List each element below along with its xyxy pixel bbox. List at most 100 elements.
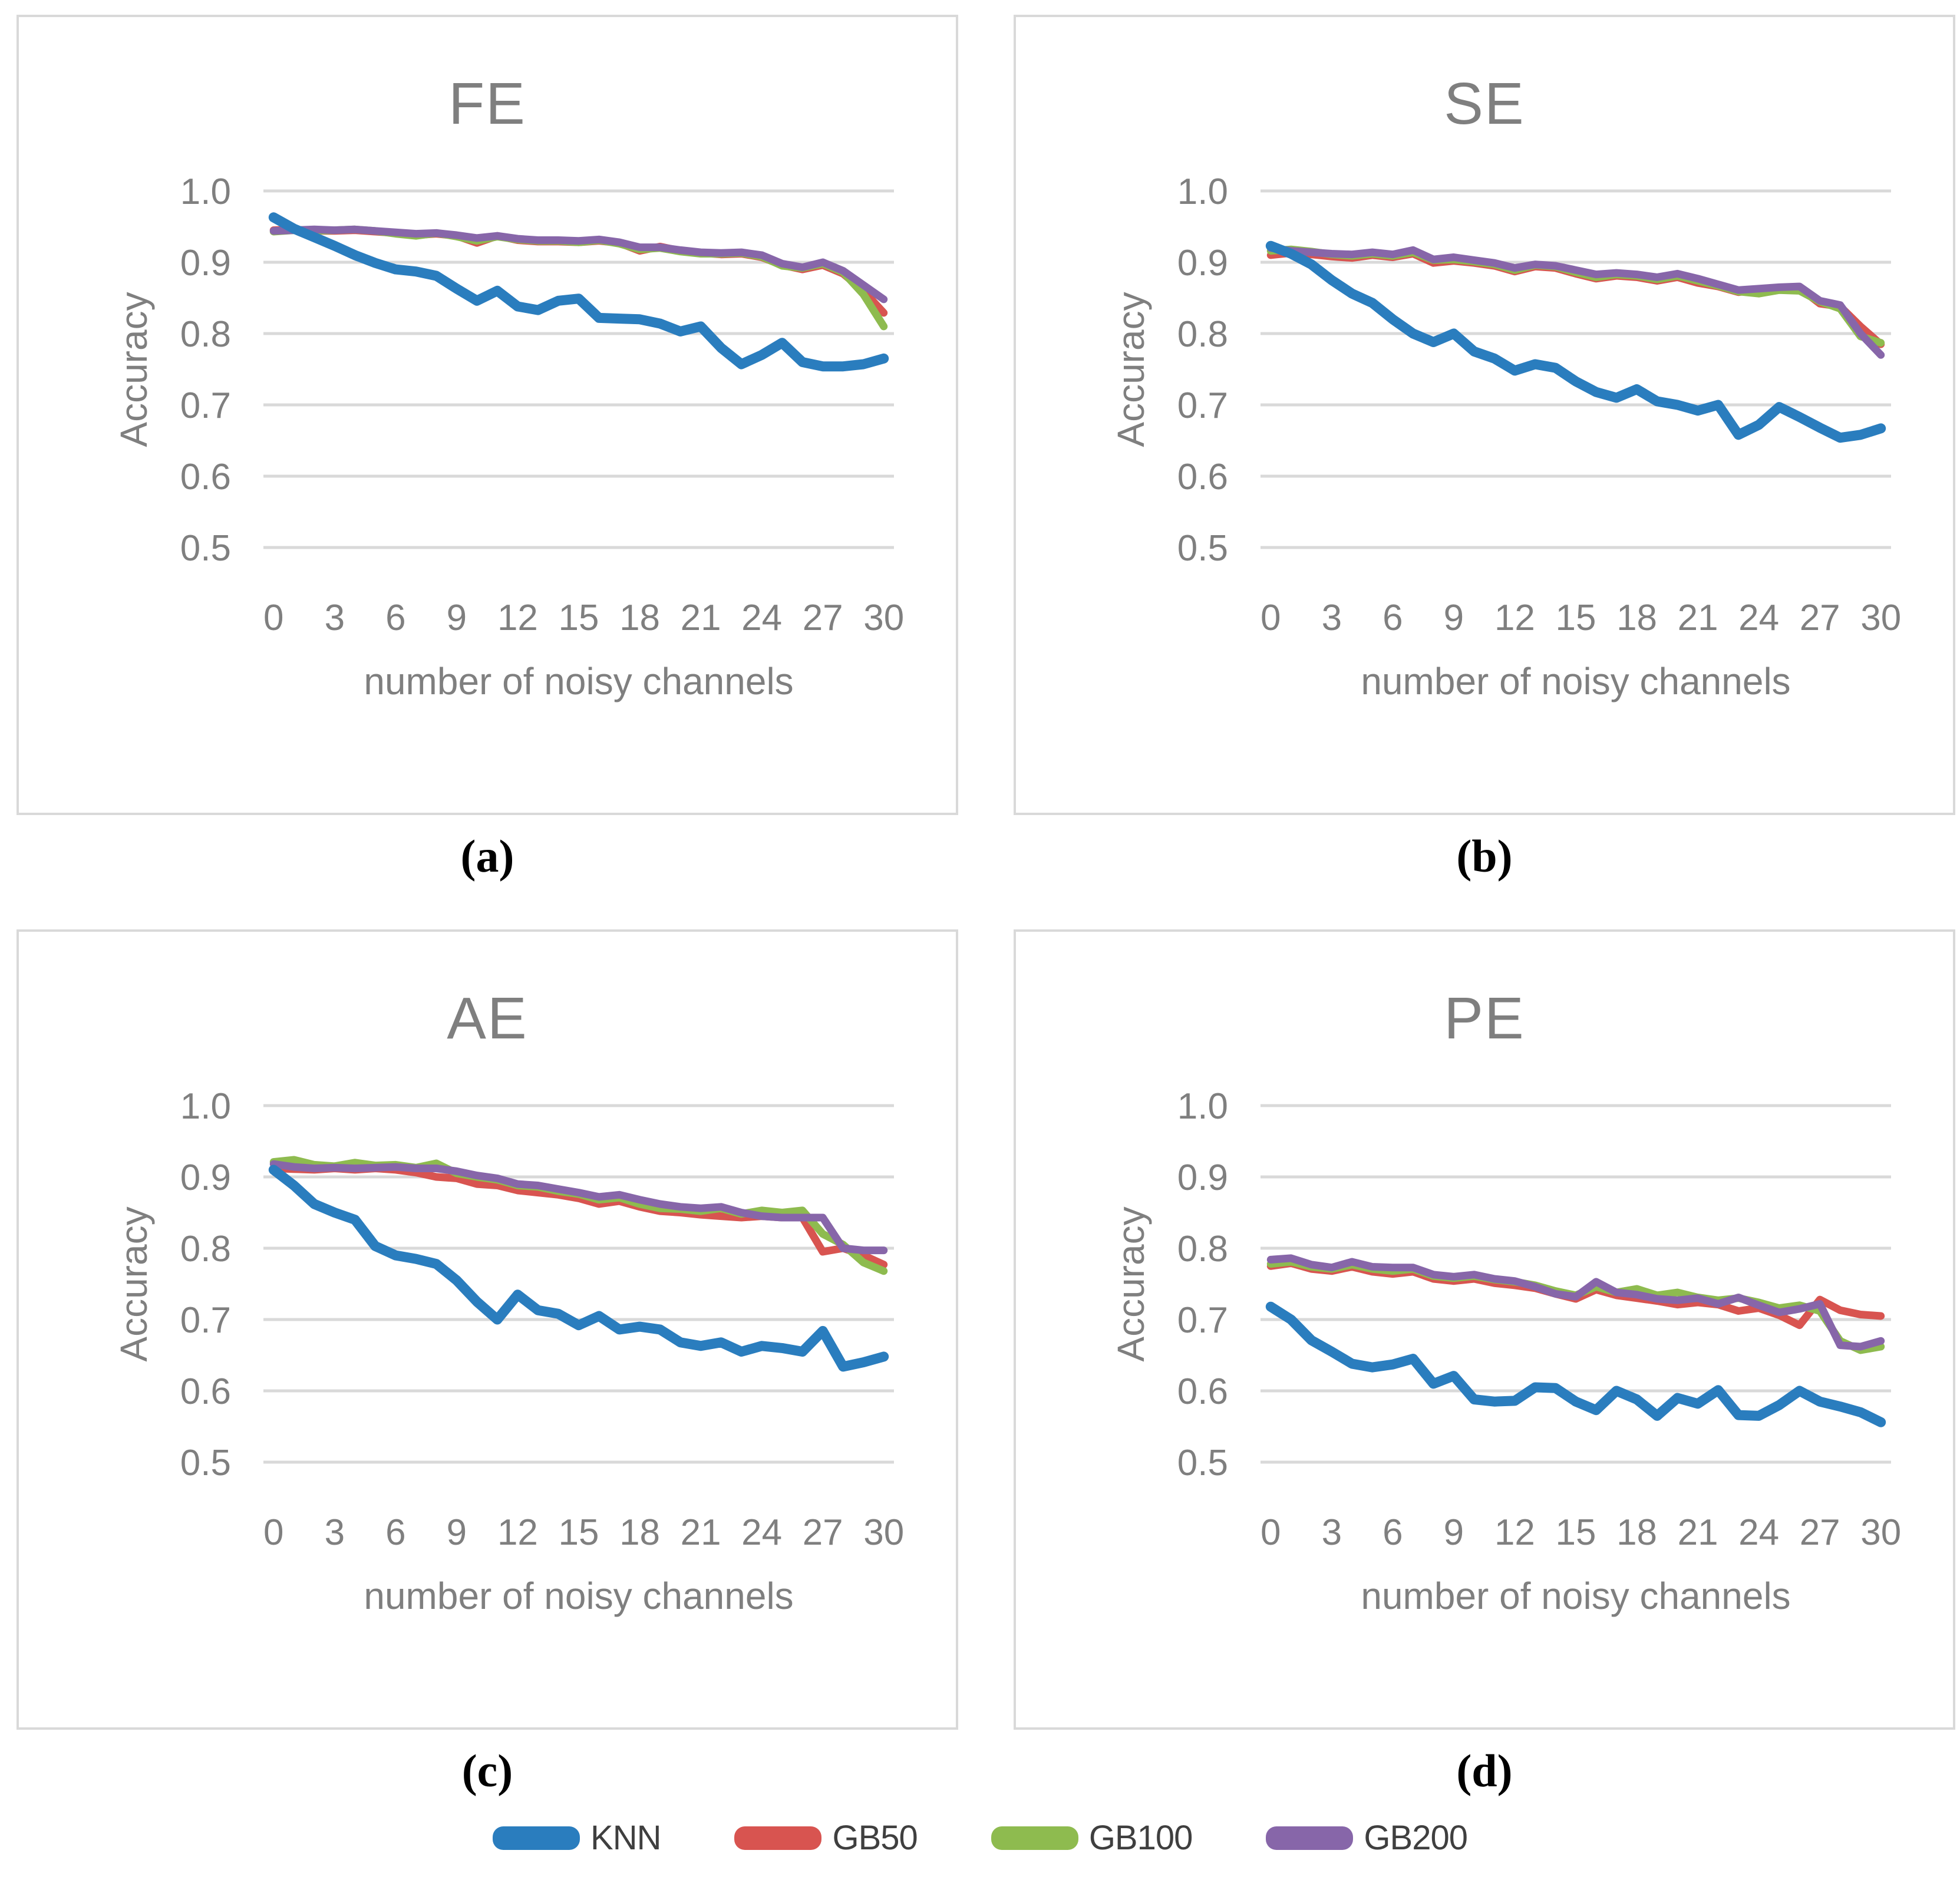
- x-tick-label: 9: [447, 598, 467, 638]
- x-tick-label: 21: [681, 1512, 721, 1553]
- x-tick-label: 24: [741, 1512, 782, 1553]
- panel-se: SE Accuracy 1.0 0.9 0.8 0.7 0.6 0.5 0 3 6 9 12 15 18…: [1014, 15, 1955, 815]
- y-tick-label: 1.0: [1177, 1086, 1228, 1127]
- x-tick-label: 18: [1616, 598, 1657, 638]
- y-tick-label: 0.9: [1177, 243, 1228, 283]
- x-tick-label: 24: [1738, 1512, 1779, 1553]
- x-axis-title: number of noisy channels: [364, 660, 794, 702]
- series-line-gb200: [269, 225, 888, 304]
- legend-item-gb50: GB50: [734, 1818, 918, 1858]
- gb100-line-swatch-icon: [991, 1826, 1078, 1850]
- y-tick-label: 0.8: [180, 1229, 231, 1269]
- x-tick-label: 21: [1678, 1512, 1718, 1553]
- x-tick-label: 21: [681, 598, 721, 638]
- series-line-gb200: [1266, 1254, 1885, 1351]
- x-tick-label: 27: [1800, 1512, 1840, 1553]
- x-tick-label: 15: [559, 1512, 599, 1553]
- x-tick-label: 15: [559, 598, 599, 638]
- chart-title: PE: [1444, 985, 1525, 1051]
- plot-area: 1.00.90.80.70.60.50 3 6 9 12 15 18 21 24 27 30: [180, 1086, 904, 1553]
- x-tick-label: 12: [497, 598, 538, 638]
- series-line-gb100: [1266, 1258, 1885, 1354]
- panel-pe: PE Accuracy 1.0 0.9 0.8 0.7 0.6 0.5 0 3 6 9 12 15 18…: [1014, 929, 1955, 1730]
- legend-label: GB100: [1088, 1819, 1193, 1857]
- y-tick-label: 0.6: [180, 457, 231, 497]
- legend-item-knn: KNN: [493, 1818, 661, 1858]
- x-tick-label: 0: [1261, 1512, 1281, 1553]
- x-axis-title: number of noisy channels: [364, 1575, 794, 1617]
- x-tick-label: 24: [1738, 598, 1779, 638]
- x-tick-label: 27: [803, 598, 843, 638]
- series-line-knn: [1265, 240, 1886, 443]
- y-tick-label: 0.8: [1177, 1229, 1228, 1269]
- plot-area: 1.0 0.9 0.8 0.7 0.6 0.5 0 3 6 9 12 15 18 21 24 27 30: [1177, 1086, 1901, 1553]
- x-tick-label: 3: [1322, 1512, 1342, 1553]
- gb200-line-swatch-icon: [1266, 1826, 1354, 1850]
- y-tick-label: 0.5: [180, 528, 231, 569]
- y-tick-label: 0.7: [180, 1300, 231, 1341]
- y-tick-label: 0.9: [180, 243, 231, 283]
- y-tick-label: 0.7: [180, 385, 231, 426]
- x-tick-label: 15: [1556, 1512, 1596, 1553]
- x-tick-label: 27: [1800, 598, 1840, 638]
- caption-b: (b): [1456, 830, 1513, 882]
- series-line-knn: [1265, 1301, 1886, 1427]
- x-tick-label: 30: [1860, 598, 1901, 638]
- plot-area: 1.00.90.80.70.60.50 3 6 9 12 15 18 21 24 27 30: [180, 171, 904, 638]
- y-tick-label: 0.7: [1177, 1300, 1228, 1341]
- y-tick-label: 0.5: [1177, 528, 1228, 569]
- gb50-line-swatch-icon: [734, 1826, 822, 1850]
- x-tick-label: 3: [325, 598, 345, 638]
- x-tick-label: 9: [1444, 1512, 1464, 1553]
- y-tick-label: 0.5: [1177, 1443, 1228, 1483]
- y-tick-label: 0.9: [1177, 1157, 1228, 1198]
- series-line-knn: [268, 212, 889, 372]
- y-tick-label: 0.7: [1177, 385, 1228, 426]
- panel-ae: AE Accuracy 1.0 0.9 0.8 0.7 0.6 0.5 0 3 6 9 12 15 18…: [17, 929, 958, 1730]
- x-axis-title: number of noisy channels: [1361, 660, 1791, 702]
- x-tick-label: 0: [1261, 598, 1281, 638]
- chart-title: AE: [447, 985, 528, 1051]
- x-tick-label: 6: [1382, 598, 1403, 638]
- x-tick-label: 12: [497, 1512, 538, 1553]
- caption-a: (a): [460, 830, 514, 882]
- x-tick-label: 18: [1616, 1512, 1657, 1553]
- x-tick-label: 6: [1382, 1512, 1403, 1553]
- y-tick-label: 0.6: [1177, 1371, 1228, 1412]
- x-tick-label: 6: [385, 1512, 405, 1553]
- legend-label: KNN: [590, 1819, 661, 1857]
- panel-fe: FE Accuracy 1.0 0.9 0.8 0.7 0.6 0.5 0 3 6 9 12 15 18…: [17, 15, 958, 815]
- x-tick-label: 15: [1556, 598, 1596, 638]
- x-tick-label: 24: [741, 598, 782, 638]
- x-tick-label: 9: [447, 1512, 467, 1553]
- caption-d: (d): [1456, 1745, 1513, 1796]
- x-tick-label: 0: [263, 1512, 283, 1553]
- legend-item-gb100: GB100: [991, 1818, 1193, 1858]
- legend: KNN GB50 GB100 GB200: [0, 1818, 1960, 1858]
- x-axis-title: number of noisy channels: [1361, 1575, 1791, 1617]
- x-tick-label: 3: [325, 1512, 345, 1553]
- x-tick-label: 0: [263, 598, 283, 638]
- caption-c: (c): [461, 1745, 513, 1796]
- legend-label: GB50: [832, 1819, 918, 1857]
- chart-title: SE: [1444, 71, 1525, 137]
- x-tick-label: 6: [385, 598, 405, 638]
- y-tick-label: 1.0: [180, 1086, 231, 1127]
- x-tick-label: 21: [1678, 598, 1718, 638]
- series-line-gb200: [1266, 244, 1885, 359]
- y-tick-label: 0.5: [180, 1443, 231, 1483]
- y-tick-label: 0.8: [1177, 314, 1228, 355]
- x-tick-label: 18: [619, 1512, 660, 1553]
- y-tick-label: 0.8: [180, 314, 231, 355]
- y-tick-label: 1.0: [1177, 171, 1228, 212]
- x-tick-label: 18: [619, 598, 660, 638]
- x-tick-label: 12: [1494, 1512, 1535, 1553]
- x-tick-label: 30: [1860, 1512, 1901, 1553]
- x-tick-label: 27: [803, 1512, 843, 1553]
- series-line-knn: [268, 1165, 889, 1372]
- y-tick-label: 0.6: [1177, 457, 1228, 497]
- x-tick-label: 12: [1494, 598, 1535, 638]
- chart-title: FE: [448, 71, 526, 137]
- x-tick-label: 30: [863, 1512, 904, 1553]
- plot-area: 1.00.90.80.70.60.50 3 6 9 12 15 18 21 24 27 30: [1177, 171, 1901, 638]
